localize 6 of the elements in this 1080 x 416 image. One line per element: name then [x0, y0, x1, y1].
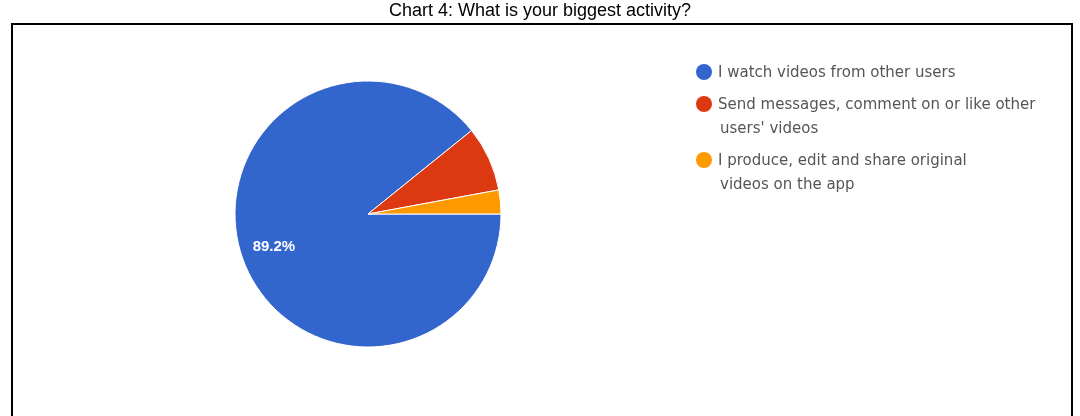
data-label: 89.2% [252, 237, 296, 255]
legend-label: I produce, edit and share original videos on the app [718, 150, 967, 193]
legend-label: Send messages, comment on or like other users' videos [718, 94, 1037, 137]
legend-label: I watch videos from other users [718, 62, 956, 81]
chart-title: Chart 4: What is your biggest activity? [388, 0, 692, 20]
pie-slice [234, 80, 502, 348]
